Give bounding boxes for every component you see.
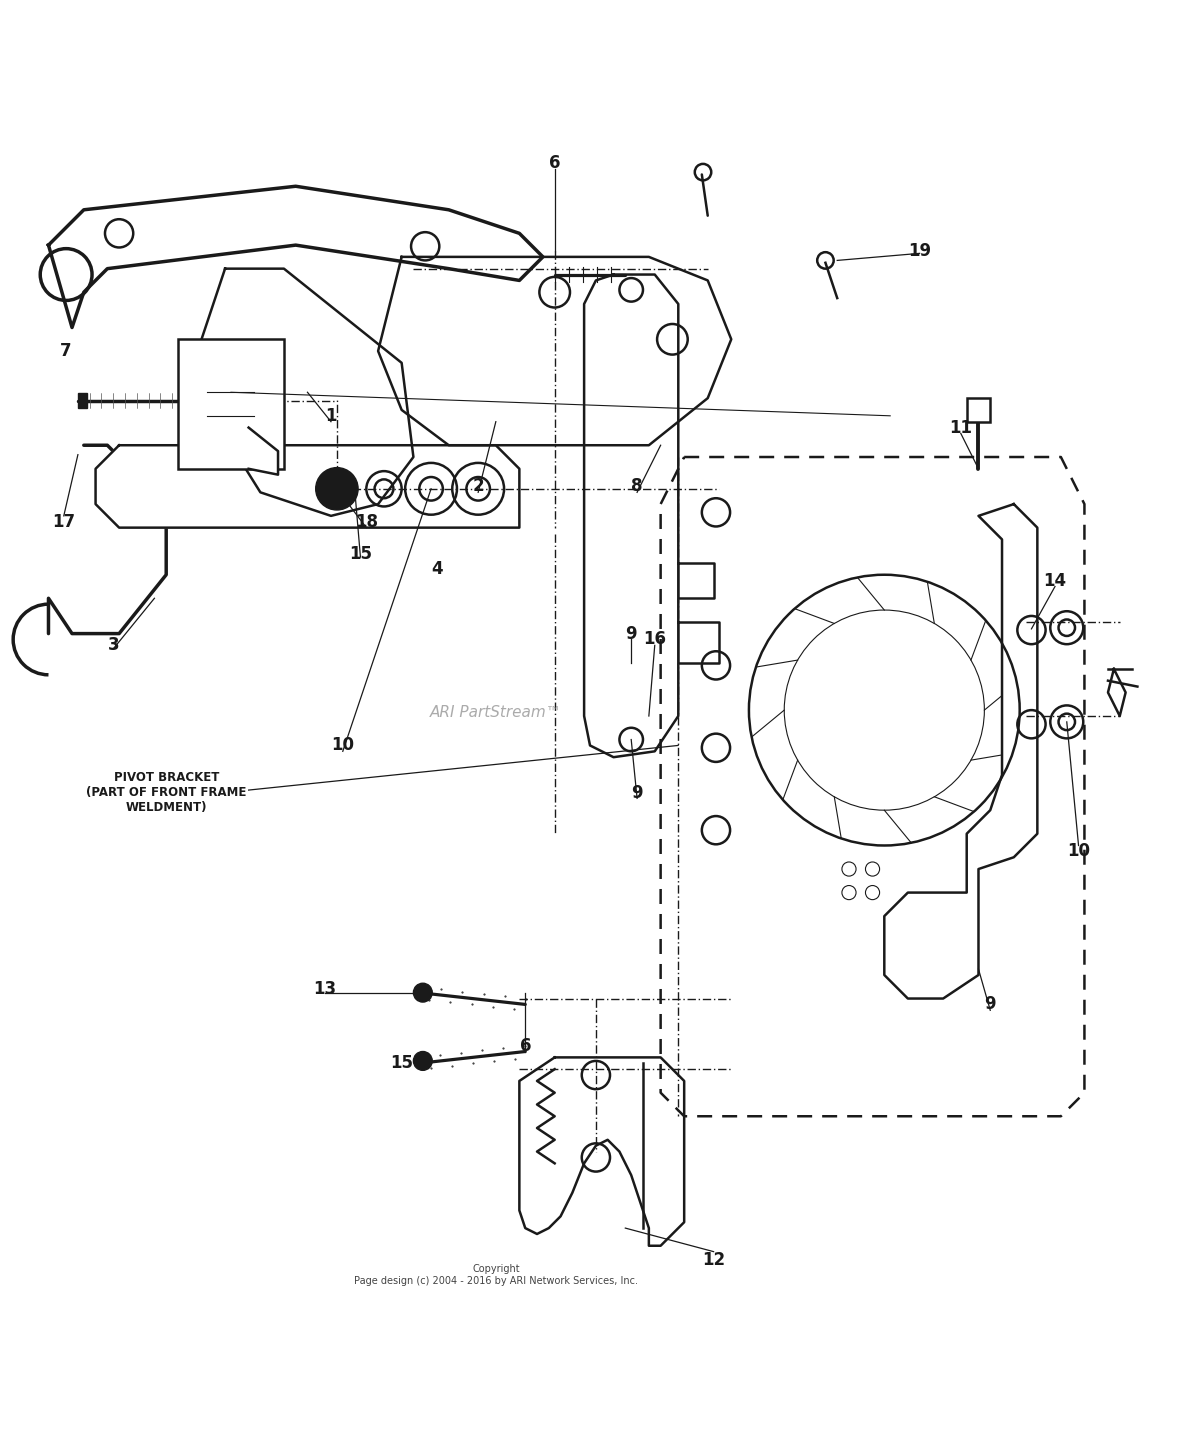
Text: 2: 2 (472, 477, 484, 495)
Text: 6: 6 (549, 153, 560, 172)
Text: 8: 8 (631, 477, 643, 495)
Text: Copyright
Page design (c) 2004 - 2016 by ARI Network Services, Inc.: Copyright Page design (c) 2004 - 2016 by… (354, 1264, 638, 1286)
Circle shape (316, 468, 358, 510)
Text: 12: 12 (702, 1252, 726, 1269)
Text: 1: 1 (326, 407, 336, 425)
Text: 10: 10 (1067, 842, 1090, 861)
Polygon shape (884, 504, 1037, 998)
Text: 13: 13 (314, 979, 336, 998)
Text: PIVOT BRACKET
(PART OF FRONT FRAME
WELDMENT): PIVOT BRACKET (PART OF FRONT FRAME WELDM… (86, 770, 247, 813)
Polygon shape (584, 275, 678, 758)
Text: 4: 4 (431, 560, 442, 579)
Circle shape (413, 1051, 432, 1070)
Polygon shape (78, 394, 87, 408)
Text: 14: 14 (1043, 571, 1067, 590)
Text: 9: 9 (631, 783, 643, 802)
Text: 16: 16 (643, 630, 667, 649)
Text: 17: 17 (52, 513, 76, 531)
Text: 10: 10 (332, 736, 354, 755)
Polygon shape (48, 186, 543, 328)
Text: 11: 11 (950, 418, 972, 437)
Text: 9: 9 (625, 624, 637, 643)
Polygon shape (378, 256, 732, 445)
Polygon shape (78, 394, 87, 408)
Polygon shape (678, 621, 720, 663)
Text: ARI PartStream™: ARI PartStream™ (430, 705, 562, 720)
Text: 15: 15 (349, 544, 372, 563)
FancyBboxPatch shape (178, 339, 284, 468)
Polygon shape (96, 445, 519, 527)
Text: 18: 18 (355, 513, 378, 531)
Polygon shape (966, 398, 990, 421)
Text: 9: 9 (984, 995, 996, 1014)
Polygon shape (678, 563, 714, 599)
Polygon shape (249, 428, 278, 474)
Text: 6: 6 (519, 1037, 531, 1054)
Text: 19: 19 (909, 242, 931, 261)
Circle shape (413, 984, 432, 1002)
Text: 15: 15 (391, 1054, 413, 1073)
Polygon shape (519, 1057, 684, 1246)
Text: 3: 3 (107, 636, 119, 654)
Polygon shape (661, 457, 1084, 1117)
Text: 7: 7 (60, 342, 72, 359)
Polygon shape (202, 269, 413, 516)
